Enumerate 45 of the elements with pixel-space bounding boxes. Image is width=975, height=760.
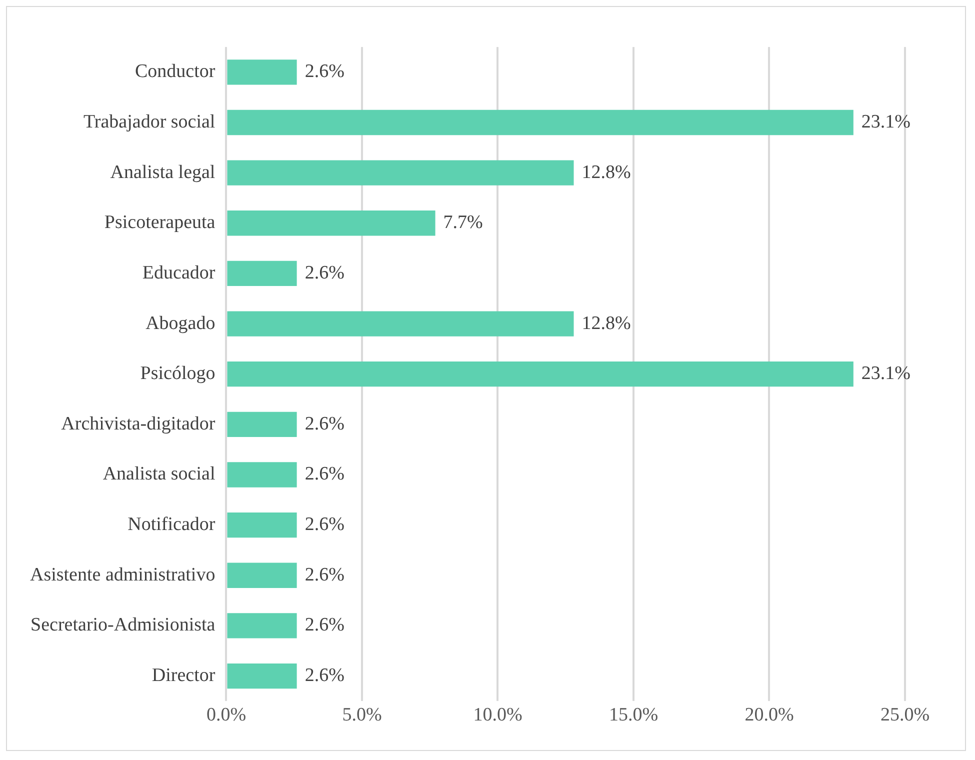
y-tick-label: Asistente administrativo (30, 564, 216, 586)
data-label: 23.1% (861, 363, 911, 384)
x-tick-label: 25.0% (880, 704, 930, 726)
x-tick-label: 15.0% (608, 704, 658, 726)
x-tick-label: 10.0% (473, 704, 522, 726)
x-tick-label: 0.0% (206, 704, 246, 726)
y-tick-label: Conductor (135, 61, 216, 82)
y-tick-label: Analista social (102, 464, 216, 485)
x-tick-label: 5.0% (342, 704, 382, 726)
data-label: 2.6% (304, 564, 345, 586)
bar (227, 210, 436, 236)
data-label: 12.8% (582, 162, 632, 183)
bar (227, 412, 297, 438)
data-label: 2.6% (304, 514, 345, 536)
bar (227, 110, 854, 136)
data-label: 23.1% (861, 111, 911, 132)
y-tick-label: Trabajador social (83, 111, 216, 132)
bar (227, 311, 574, 336)
y-tick-label: Notificador (128, 514, 216, 536)
bar (227, 512, 297, 538)
y-tick-label: Analista legal (110, 162, 216, 183)
data-label: 2.6% (304, 464, 345, 485)
y-tick-label: Director (152, 665, 216, 686)
bar (227, 462, 297, 488)
bar (227, 260, 297, 286)
y-tick-label: Archivista-digitador (61, 413, 216, 434)
bar (227, 663, 297, 689)
data-label: 7.7% (443, 212, 484, 234)
data-label: 2.6% (304, 665, 345, 686)
x-tick-label: 20.0% (744, 704, 794, 726)
y-tick-label: Abogado (146, 312, 216, 334)
y-tick-label: Secretario-Admisionista (30, 614, 216, 636)
bar (227, 362, 854, 387)
bar (227, 60, 297, 85)
y-tick-label: Psicoterapeuta (104, 212, 216, 234)
y-tick-label: Psicólogo (140, 363, 216, 384)
bar (227, 160, 574, 186)
data-label: 2.6% (304, 262, 345, 284)
data-label: 2.6% (304, 61, 345, 82)
data-label: 2.6% (304, 413, 345, 434)
bar (227, 613, 297, 638)
data-label: 12.8% (582, 312, 632, 334)
y-tick-label: Educador (142, 262, 216, 284)
data-label: 2.6% (304, 614, 345, 636)
bar (227, 562, 297, 588)
